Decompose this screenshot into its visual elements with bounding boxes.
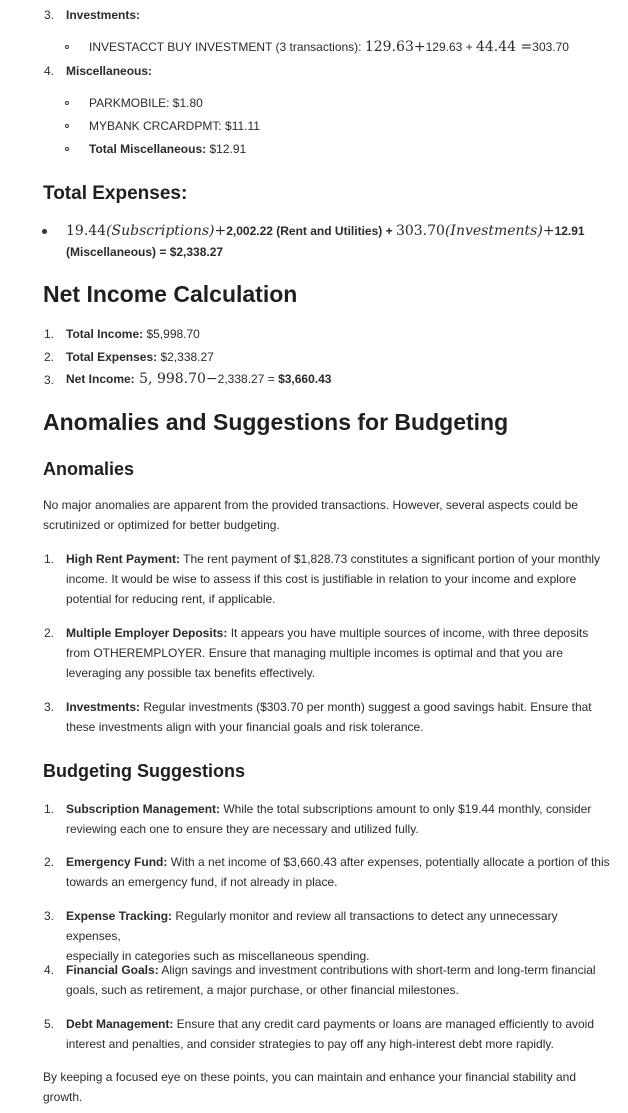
bullet-circle-icon bbox=[65, 101, 69, 105]
list-number: 4. bbox=[43, 963, 54, 977]
misc-total: Total Miscellaneous: $12.91 bbox=[89, 142, 247, 156]
list-number: 3. bbox=[43, 700, 54, 714]
total-expenses-line: 19.44(Subscriptions)+2,002.22 (Rent and … bbox=[66, 223, 585, 239]
list-number: 2. bbox=[43, 855, 54, 869]
list-number: 1. bbox=[43, 327, 54, 341]
suggestion-item-financial-goals: Financial Goals: Align savings and inves… bbox=[66, 963, 596, 997]
anomaly-item-multiple-deposits: Multiple Employer Deposits: It appears y… bbox=[66, 626, 589, 680]
bullet-circle-icon bbox=[65, 45, 69, 49]
budgeting-suggestions-heading: Budgeting Suggestions bbox=[43, 761, 245, 781]
anomalies-intro: No major anomalies are apparent from the… bbox=[43, 498, 578, 532]
list-number: 4. bbox=[43, 64, 54, 78]
closing-paragraph: By keeping a focused eye on these points… bbox=[43, 1070, 577, 1104]
misc-label: Miscellaneous: bbox=[66, 64, 153, 78]
list-number: 3. bbox=[43, 8, 54, 22]
anomaly-item-investments: Investments: Regular investments ($303.7… bbox=[66, 700, 592, 734]
suggestion-item-subscription: Subscription Management: While the total… bbox=[66, 802, 592, 836]
total-expenses-line-2: (Miscellaneous) = $2,338.27 bbox=[66, 245, 224, 259]
list-number: 2. bbox=[43, 350, 54, 364]
list-number: 1. bbox=[43, 552, 54, 566]
list-number: 1. bbox=[43, 802, 54, 816]
net-income-total-expenses: Total Expenses: $2,338.27 bbox=[66, 350, 214, 364]
list-number: 5. bbox=[43, 1017, 54, 1031]
misc-item-parkmobile: PARKMOBILE: $1.80 bbox=[89, 96, 203, 110]
misc-item-mybank: MYBANK CRCARDPMT: $11.11 bbox=[89, 119, 260, 133]
net-income-total-income: Total Income: $5,998.70 bbox=[66, 327, 200, 341]
list-number: 3. bbox=[43, 909, 54, 923]
list-number: 2. bbox=[43, 626, 54, 640]
investments-label: Investments: bbox=[66, 8, 141, 22]
anomalies-suggestions-heading: Anomalies and Suggestions for Budgeting bbox=[43, 409, 509, 435]
anomaly-item-high-rent: High Rent Payment: The rent payment of $… bbox=[66, 552, 601, 606]
list-number: 3. bbox=[43, 373, 54, 387]
net-income-value: Net Income: 5, 998.70−2,338.27 = $3,660.… bbox=[66, 371, 332, 387]
suggestion-item-debt-management: Debt Management: Ensure that any credit … bbox=[66, 1017, 595, 1051]
suggestion-item-emergency-fund: Emergency Fund: With a net income of $3,… bbox=[66, 855, 610, 889]
total-expenses-heading: Total Expenses: bbox=[43, 183, 188, 204]
bullet-circle-icon bbox=[65, 124, 69, 128]
bullet-circle-icon bbox=[65, 147, 69, 151]
bullet-dot-icon bbox=[42, 229, 47, 234]
suggestion-item-expense-tracking: Expense Tracking: Regularly monitor and … bbox=[66, 909, 558, 963]
anomalies-heading: Anomalies bbox=[43, 459, 135, 479]
net-income-heading: Net Income Calculation bbox=[43, 281, 298, 307]
investacct-item: INVESTACCT BUY INVESTMENT (3 transaction… bbox=[89, 39, 569, 55]
